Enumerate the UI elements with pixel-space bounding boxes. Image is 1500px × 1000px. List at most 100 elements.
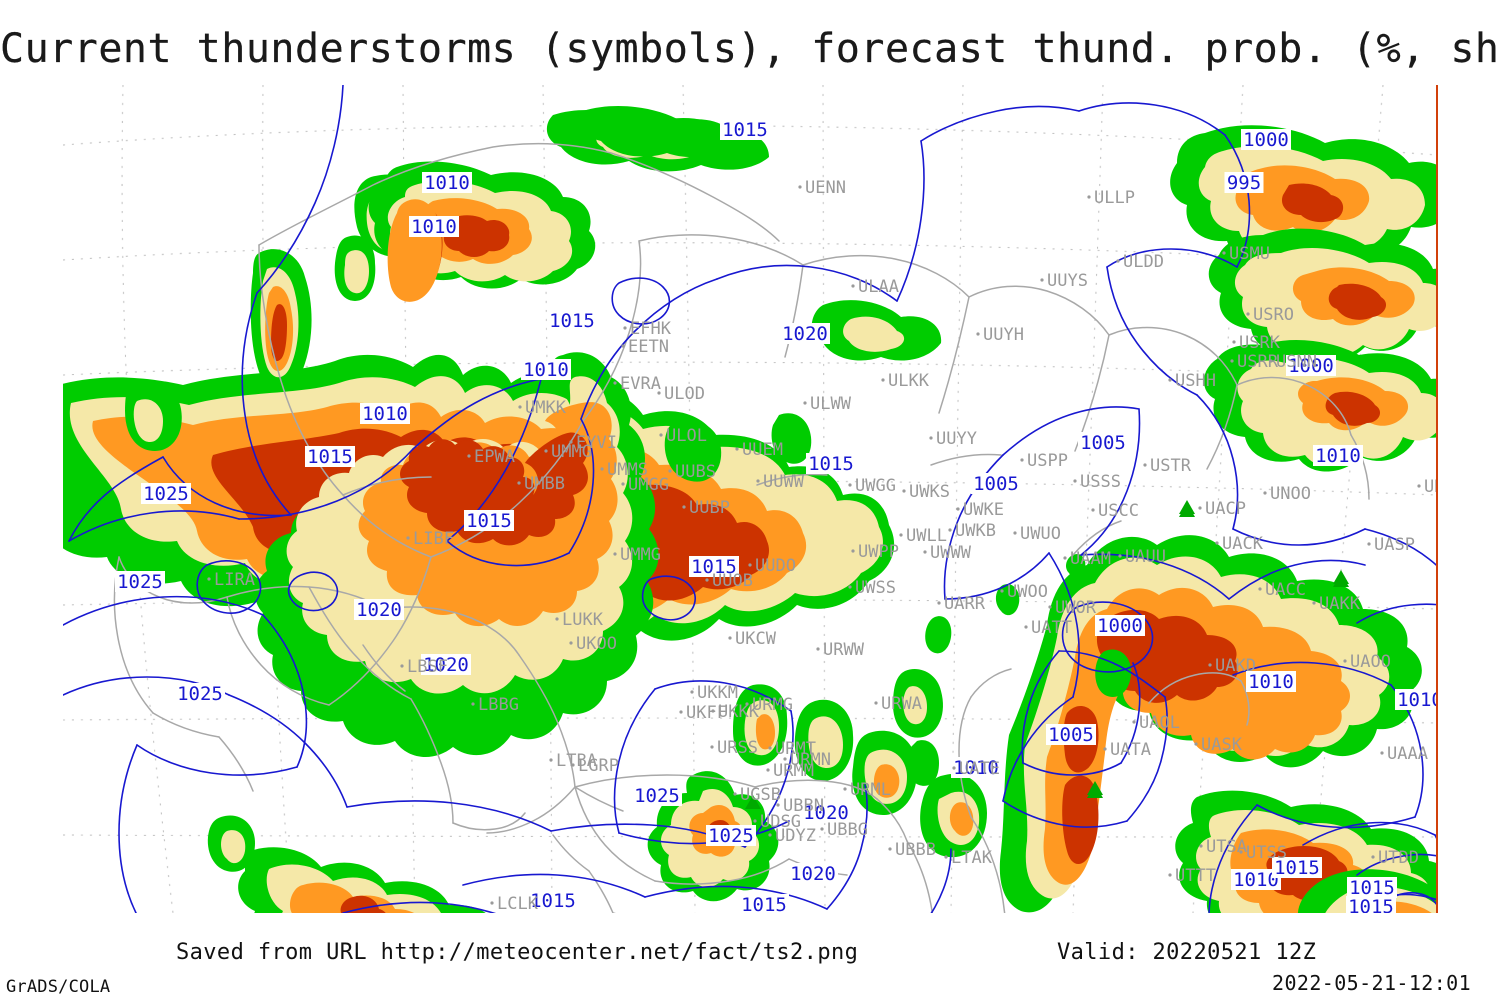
- isobar-label-backdrop: [801, 802, 851, 823]
- isobar-label-backdrop: [1246, 671, 1296, 692]
- station-id-label: UKKK: [718, 702, 760, 722]
- station-marker-dot: [1343, 659, 1347, 663]
- station-id-label: UAAM: [1070, 549, 1111, 569]
- isobar-label: 1000: [1243, 129, 1289, 151]
- isobar-label: 1010: [1315, 445, 1361, 467]
- station-id-label: LTBA: [556, 751, 597, 771]
- isobar-label-backdrop: [421, 654, 471, 675]
- station-marker-dot: [923, 550, 927, 554]
- isobar-label: 1025: [143, 483, 189, 505]
- station-id-label: ULOD: [664, 384, 705, 404]
- station-marker-dot: [1024, 625, 1028, 629]
- isobar-label-backdrop: [720, 119, 770, 140]
- source-url-caption: Saved from URL http://meteocenter.net/fa…: [176, 940, 859, 965]
- station-id-label: UWGG: [855, 476, 896, 496]
- station-id-label: LBSF: [407, 657, 448, 677]
- station-id-label: USPP: [1027, 451, 1068, 471]
- isobar-label: 1025: [708, 825, 754, 847]
- station-id-label: EFHK: [630, 319, 672, 339]
- isobar-label-backdrop: [409, 216, 459, 237]
- isobar-label-backdrop: [951, 757, 1001, 778]
- station-marker-dot: [768, 833, 772, 837]
- station-marker-dot: [613, 552, 617, 556]
- station-marker-dot: [976, 332, 980, 336]
- station-id-label: UUDO: [755, 556, 796, 576]
- station-id-label: UWPP: [858, 542, 899, 562]
- isobar-label-backdrop: [1286, 355, 1336, 376]
- isobar-label: 1005: [973, 473, 1019, 495]
- station-id-label: LIBF: [413, 529, 454, 549]
- station-id-label: LTAK: [951, 848, 993, 868]
- station-id-label: URMM: [773, 761, 814, 781]
- station-id-label: UUYS: [1047, 271, 1088, 291]
- station-marker-dot: [929, 436, 933, 440]
- isobar-label-backdrop: [528, 890, 578, 911]
- station-id-label: UATT: [1031, 618, 1072, 638]
- station-marker-dot: [207, 577, 211, 581]
- station-marker-dot: [843, 787, 847, 791]
- isobar-label: 1020: [790, 863, 836, 885]
- station-marker-dot: [571, 763, 575, 767]
- station-marker-dot: [735, 447, 739, 451]
- station-marker-dot: [1073, 479, 1077, 483]
- isobar-label-backdrop: [739, 894, 789, 913]
- station-id-label: UENN: [805, 178, 846, 198]
- station-marker-dot: [1000, 589, 1004, 593]
- station-marker-dot: [1312, 601, 1316, 605]
- isobar-label: 1025: [117, 571, 163, 593]
- station-marker-dot: [711, 709, 715, 713]
- isobar-label: 1015: [530, 890, 576, 912]
- station-id-label: UTDD: [1378, 848, 1419, 868]
- station-id-label: UWOO: [1007, 582, 1048, 602]
- station-marker-dot: [668, 469, 672, 473]
- station-id-label: UUBP: [689, 498, 730, 518]
- station-marker-dot: [406, 536, 410, 540]
- station-id-label: UTSS: [1246, 843, 1287, 863]
- station-id-label: UWKS: [909, 482, 950, 502]
- station-id-label: UTTT: [1175, 866, 1216, 886]
- isobar-label-backdrop: [1313, 445, 1363, 466]
- isobar-label: 1015: [466, 510, 512, 532]
- shade-specks: [125, 106, 1132, 872]
- station-id-label: UBBG: [827, 820, 868, 840]
- station-marker-dot: [623, 326, 627, 330]
- station-id-label: USNN: [1276, 352, 1317, 372]
- station-marker-dot: [1417, 484, 1421, 488]
- isobar-label-backdrop: [305, 446, 355, 467]
- generation-timestamp: 2022-05-21-12:01: [1272, 971, 1472, 995]
- station-id-label: UKOO: [576, 634, 617, 654]
- station-marker-dot: [1222, 251, 1226, 255]
- station-marker-dot: [659, 433, 663, 437]
- station-marker-dot: [1269, 359, 1273, 363]
- isobar-label: 1015: [741, 894, 787, 913]
- station-id-label: UDSG: [760, 812, 801, 832]
- station-marker-dot: [1258, 587, 1262, 591]
- isobar-label: 1025: [177, 683, 223, 705]
- station-id-label: UARR: [944, 594, 986, 614]
- station-marker-dot: [555, 617, 559, 621]
- station-id-label: UUYH: [983, 325, 1024, 345]
- station-id-label: USMU: [1229, 244, 1270, 264]
- station-marker-dot: [803, 401, 807, 405]
- isobar-label-backdrop: [360, 403, 410, 424]
- isobars: [63, 85, 1437, 913]
- station-id-label: UWSS: [855, 578, 896, 598]
- station-id-label: UUWW: [763, 472, 805, 492]
- isobar-label: 1025: [634, 785, 680, 807]
- isobar-label-backdrop: [689, 556, 739, 577]
- isobar-label: 1015: [808, 453, 854, 475]
- station-marker-dot: [728, 636, 732, 640]
- station-marker-dot: [888, 847, 892, 851]
- station-id-label: URWW: [823, 640, 865, 660]
- station-id-label: UMMG: [551, 442, 592, 462]
- isobar-label-backdrop: [521, 359, 571, 380]
- station-marker-dot: [952, 766, 956, 770]
- isobar-label-backdrop: [1224, 172, 1264, 193]
- station-id-label: UKKM: [697, 683, 738, 703]
- station-id-label: UNOO: [1270, 484, 1311, 504]
- station-id-label: LIRA: [214, 570, 255, 590]
- isobar-label: 1015: [691, 556, 737, 578]
- isobar-label-backdrop: [422, 172, 472, 193]
- isobar-label-backdrop: [1078, 432, 1128, 453]
- station-marker-dot: [1263, 491, 1267, 495]
